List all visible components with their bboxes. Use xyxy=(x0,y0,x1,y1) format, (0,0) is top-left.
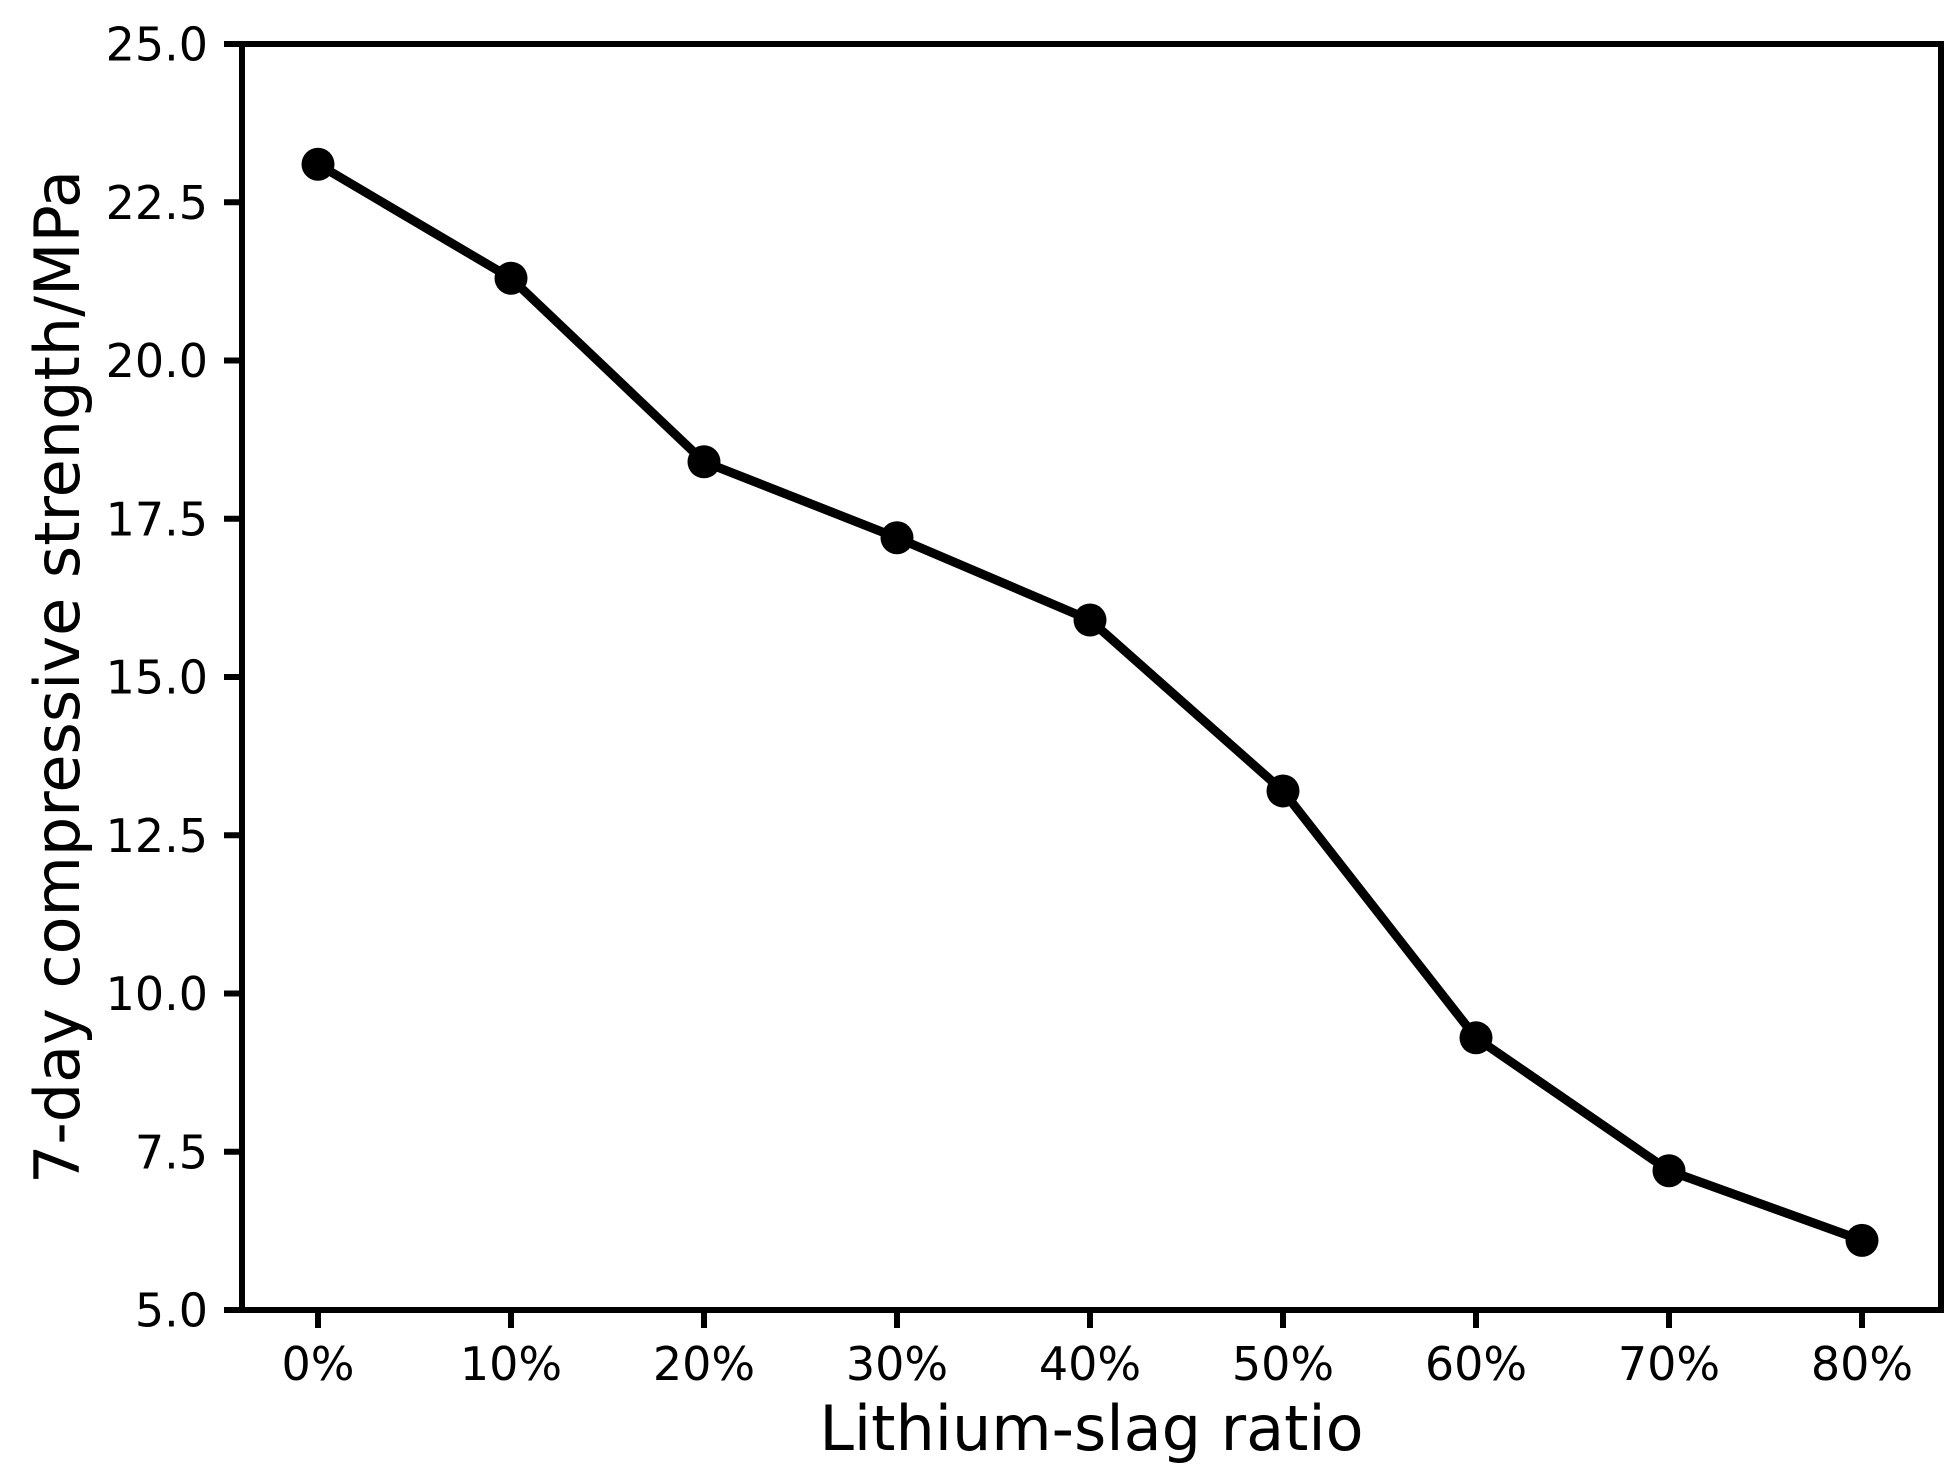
data-point-30% xyxy=(880,521,914,555)
x-tick-label: 50% xyxy=(1232,1337,1334,1391)
plot-frame xyxy=(239,41,1944,1313)
data-point-70% xyxy=(1652,1154,1686,1188)
y-tick-label: 10.0 xyxy=(106,967,208,1021)
data-point-10% xyxy=(494,261,528,295)
x-tick-label: 80% xyxy=(1811,1337,1913,1391)
x-tick-label: 20% xyxy=(653,1337,755,1391)
x-tick-label: 0% xyxy=(282,1337,355,1391)
data-point-80% xyxy=(1845,1223,1879,1257)
data-point-60% xyxy=(1459,1021,1493,1055)
y-tick-label: 17.5 xyxy=(106,492,208,546)
x-tick-label: 40% xyxy=(1039,1337,1141,1391)
x-tick-label: 60% xyxy=(1425,1337,1527,1391)
y-axis-label: 7-day compressive strength/MPa xyxy=(21,169,94,1185)
data-point-50% xyxy=(1266,774,1300,808)
data-point-0% xyxy=(301,147,335,181)
y-tick-label: 22.5 xyxy=(106,176,208,230)
y-tick-label: 15.0 xyxy=(106,651,208,705)
x-axis-label: Lithium-slag ratio xyxy=(819,1392,1364,1465)
x-tick-label: 30% xyxy=(846,1337,948,1391)
y-tick-label: 5.0 xyxy=(135,1284,208,1338)
y-tick-label: 7.5 xyxy=(135,1125,208,1179)
x-tick-label: 10% xyxy=(460,1337,562,1391)
x-tick-label: 70% xyxy=(1618,1337,1720,1391)
y-tick-label: 20.0 xyxy=(106,334,208,388)
data-point-20% xyxy=(687,445,721,479)
y-tick-label: 25.0 xyxy=(106,18,208,72)
data-point-40% xyxy=(1073,603,1107,637)
y-tick-label: 12.5 xyxy=(106,809,208,863)
data-line xyxy=(313,159,1867,1245)
